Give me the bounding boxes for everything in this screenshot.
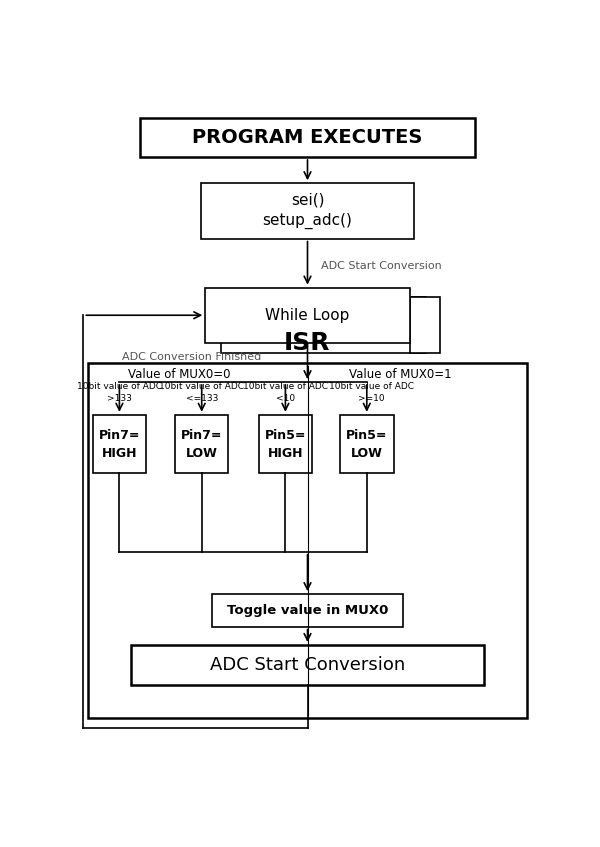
Text: While Loop: While Loop [265, 307, 350, 323]
Text: ADC Start Conversion: ADC Start Conversion [210, 656, 405, 674]
Bar [88, 363, 527, 718]
Text: Toggle value in MUX0: Toggle value in MUX0 [227, 604, 388, 617]
Bar [140, 118, 475, 157]
Bar [131, 645, 484, 685]
Text: Pin5=
LOW: Pin5= LOW [346, 429, 388, 460]
Bar [205, 287, 410, 343]
Bar [221, 297, 426, 352]
Text: Pin7=
HIGH: Pin7= HIGH [98, 429, 140, 460]
Text: Pin5=
HIGH: Pin5= HIGH [265, 429, 306, 460]
Bar [92, 415, 146, 473]
Text: ISR: ISR [284, 330, 331, 355]
Bar [340, 415, 394, 473]
Bar [259, 415, 312, 473]
Text: 10bit value of ADC
>=10: 10bit value of ADC >=10 [329, 383, 414, 402]
Text: Value of MUX0=1: Value of MUX0=1 [349, 368, 452, 381]
Bar [212, 594, 403, 627]
Text: sei()
setup_adc(): sei() setup_adc() [263, 192, 352, 230]
Text: 10bit value of ADC
<=133: 10bit value of ADC <=133 [160, 383, 244, 402]
Text: Pin7=
LOW: Pin7= LOW [181, 429, 223, 460]
Bar [200, 183, 415, 239]
Text: Value of MUX0=0: Value of MUX0=0 [128, 368, 231, 381]
Text: 10bit value of ADC
>133: 10bit value of ADC >133 [77, 383, 161, 402]
Text: PROGRAM EXECUTES: PROGRAM EXECUTES [193, 128, 422, 147]
Text: ADC Start Conversion: ADC Start Conversion [322, 261, 442, 271]
Bar [175, 415, 229, 473]
Bar [410, 297, 440, 352]
Text: 10bit value of ADC
<10: 10bit value of ADC <10 [243, 383, 328, 402]
Text: ADC Conversion Finished: ADC Conversion Finished [121, 352, 261, 363]
